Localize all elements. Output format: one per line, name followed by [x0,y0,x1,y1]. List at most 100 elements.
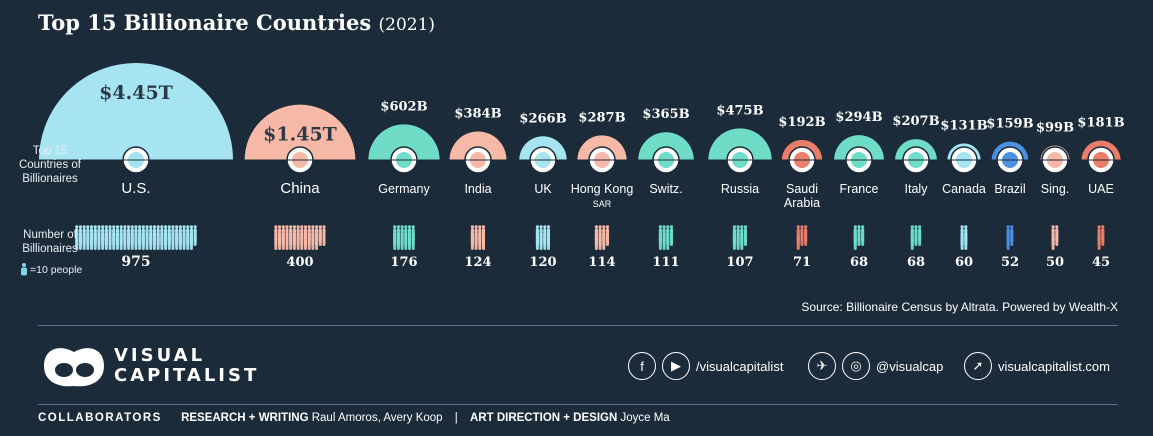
person-mark-head [910,225,914,229]
person-mark-head [138,233,142,237]
count-label: 52 [1001,255,1019,270]
person-mark-head [130,233,134,237]
person-mark-head [160,233,164,237]
wealth-label: $384B [454,107,501,122]
person-mark-head [396,229,400,233]
country-label: Russia [721,182,759,196]
person-mark [910,236,914,250]
count-label: 71 [793,255,811,270]
person-mark-head [274,225,278,229]
icon-legend: =10 people [20,263,82,276]
wealth-bubble [39,63,233,160]
country-label: Germany [378,182,430,196]
person-mark-head [1051,229,1055,233]
person-mark-head [145,225,149,229]
person-mark-head [289,229,293,233]
person-mark [78,236,82,250]
person-mark-head [115,233,120,237]
person-mark-head [152,225,157,229]
person-mark-head [393,229,397,233]
person-mark-head [478,233,482,237]
twitter-icon[interactable]: ✈ [808,352,836,380]
person-mark-head [186,229,190,233]
person-mark-head [804,229,808,233]
person-mark [857,232,861,246]
person-mark-head [594,233,599,237]
person-mark [311,236,315,250]
person-mark-head [1097,225,1101,229]
person-mark [474,236,478,250]
logo-word-2: CAPITALIST [114,365,260,386]
social-facebook-youtube[interactable]: f ▶ /visualcapitalist [628,352,783,380]
count-label: 50 [1046,255,1064,270]
instagram-icon[interactable]: ◎ [842,352,870,380]
person-mark-head [1010,225,1014,229]
person-mark-head [1101,225,1105,229]
person-mark [666,236,670,250]
person-mark-head [315,229,319,233]
person-mark-head [178,229,182,233]
person-mark-head [853,233,857,237]
person-mark-head [539,229,543,233]
person-mark-head [101,225,105,229]
person-mark-head [857,229,861,233]
person-mark-head [539,233,543,237]
countries-axis-label: Top 15 Countries of Billionaires [18,145,81,185]
person-mark [186,236,190,250]
person-mark [304,236,307,250]
wealth-label: $192B [778,115,825,130]
person-mark-head [82,229,86,233]
person-mark-head [910,229,914,233]
website-link[interactable]: visualcapitalist.com [998,358,1110,374]
person-mark [281,236,285,250]
wealth-label: $159B [986,117,1033,132]
person-mark-head [602,229,606,233]
person-mark [86,236,90,250]
collab-separator: | [454,412,458,424]
cursor-icon[interactable]: ➚ [964,352,992,380]
wealth-label: $266B [519,111,566,126]
person-mark-head [123,233,127,237]
person-mark-head [910,233,914,237]
icon-legend-text: =10 people [30,263,83,276]
person-mark-head [126,229,131,233]
person-mark [853,236,857,250]
person-mark-head [167,225,171,229]
person-mark-head [104,233,108,237]
person-mark-head [543,233,547,237]
wealth-label: $181B [1077,115,1124,130]
person-mark-head [123,229,127,233]
social-handle-2[interactable]: @visualcap [876,358,944,374]
person-mark-head [160,229,164,233]
country-label: Brazil [994,182,1025,196]
person-mark-head [411,225,415,229]
social-handle-1[interactable]: /visualcapitalist [696,358,784,374]
person-mark-head [474,225,478,229]
facebook-icon[interactable]: f [628,352,656,380]
wealth-label: $287B [578,110,625,125]
person-mark-head [278,233,282,237]
person-mark-head [163,233,168,237]
social-twitter-instagram[interactable]: ✈ ◎ @visualcap [808,352,943,380]
person-mark-head [546,229,551,233]
person-mark-head [78,233,83,237]
person-mark [918,232,922,246]
visual-capitalist-logo[interactable]: VISUAL CAPITALIST [40,340,256,392]
person-mark-head [178,225,182,229]
person-mark [594,236,598,250]
person-mark-head [400,233,404,237]
person-mark [93,236,97,250]
person-mark-head [666,229,670,233]
wealth-label: $602B [380,99,427,114]
person-mark [1051,236,1055,250]
person-mark-head [481,225,486,229]
person-mark [296,236,300,250]
person-mark-head [285,225,289,229]
wealth-label: $294B [835,110,882,125]
person-mark-head [112,233,116,237]
youtube-icon[interactable]: ▶ [662,352,690,380]
social-website[interactable]: ➚ visualcapitalist.com [964,352,1110,380]
person-mark-head [141,225,145,229]
person-mark-head [658,229,663,233]
person-mark-head [182,229,186,233]
